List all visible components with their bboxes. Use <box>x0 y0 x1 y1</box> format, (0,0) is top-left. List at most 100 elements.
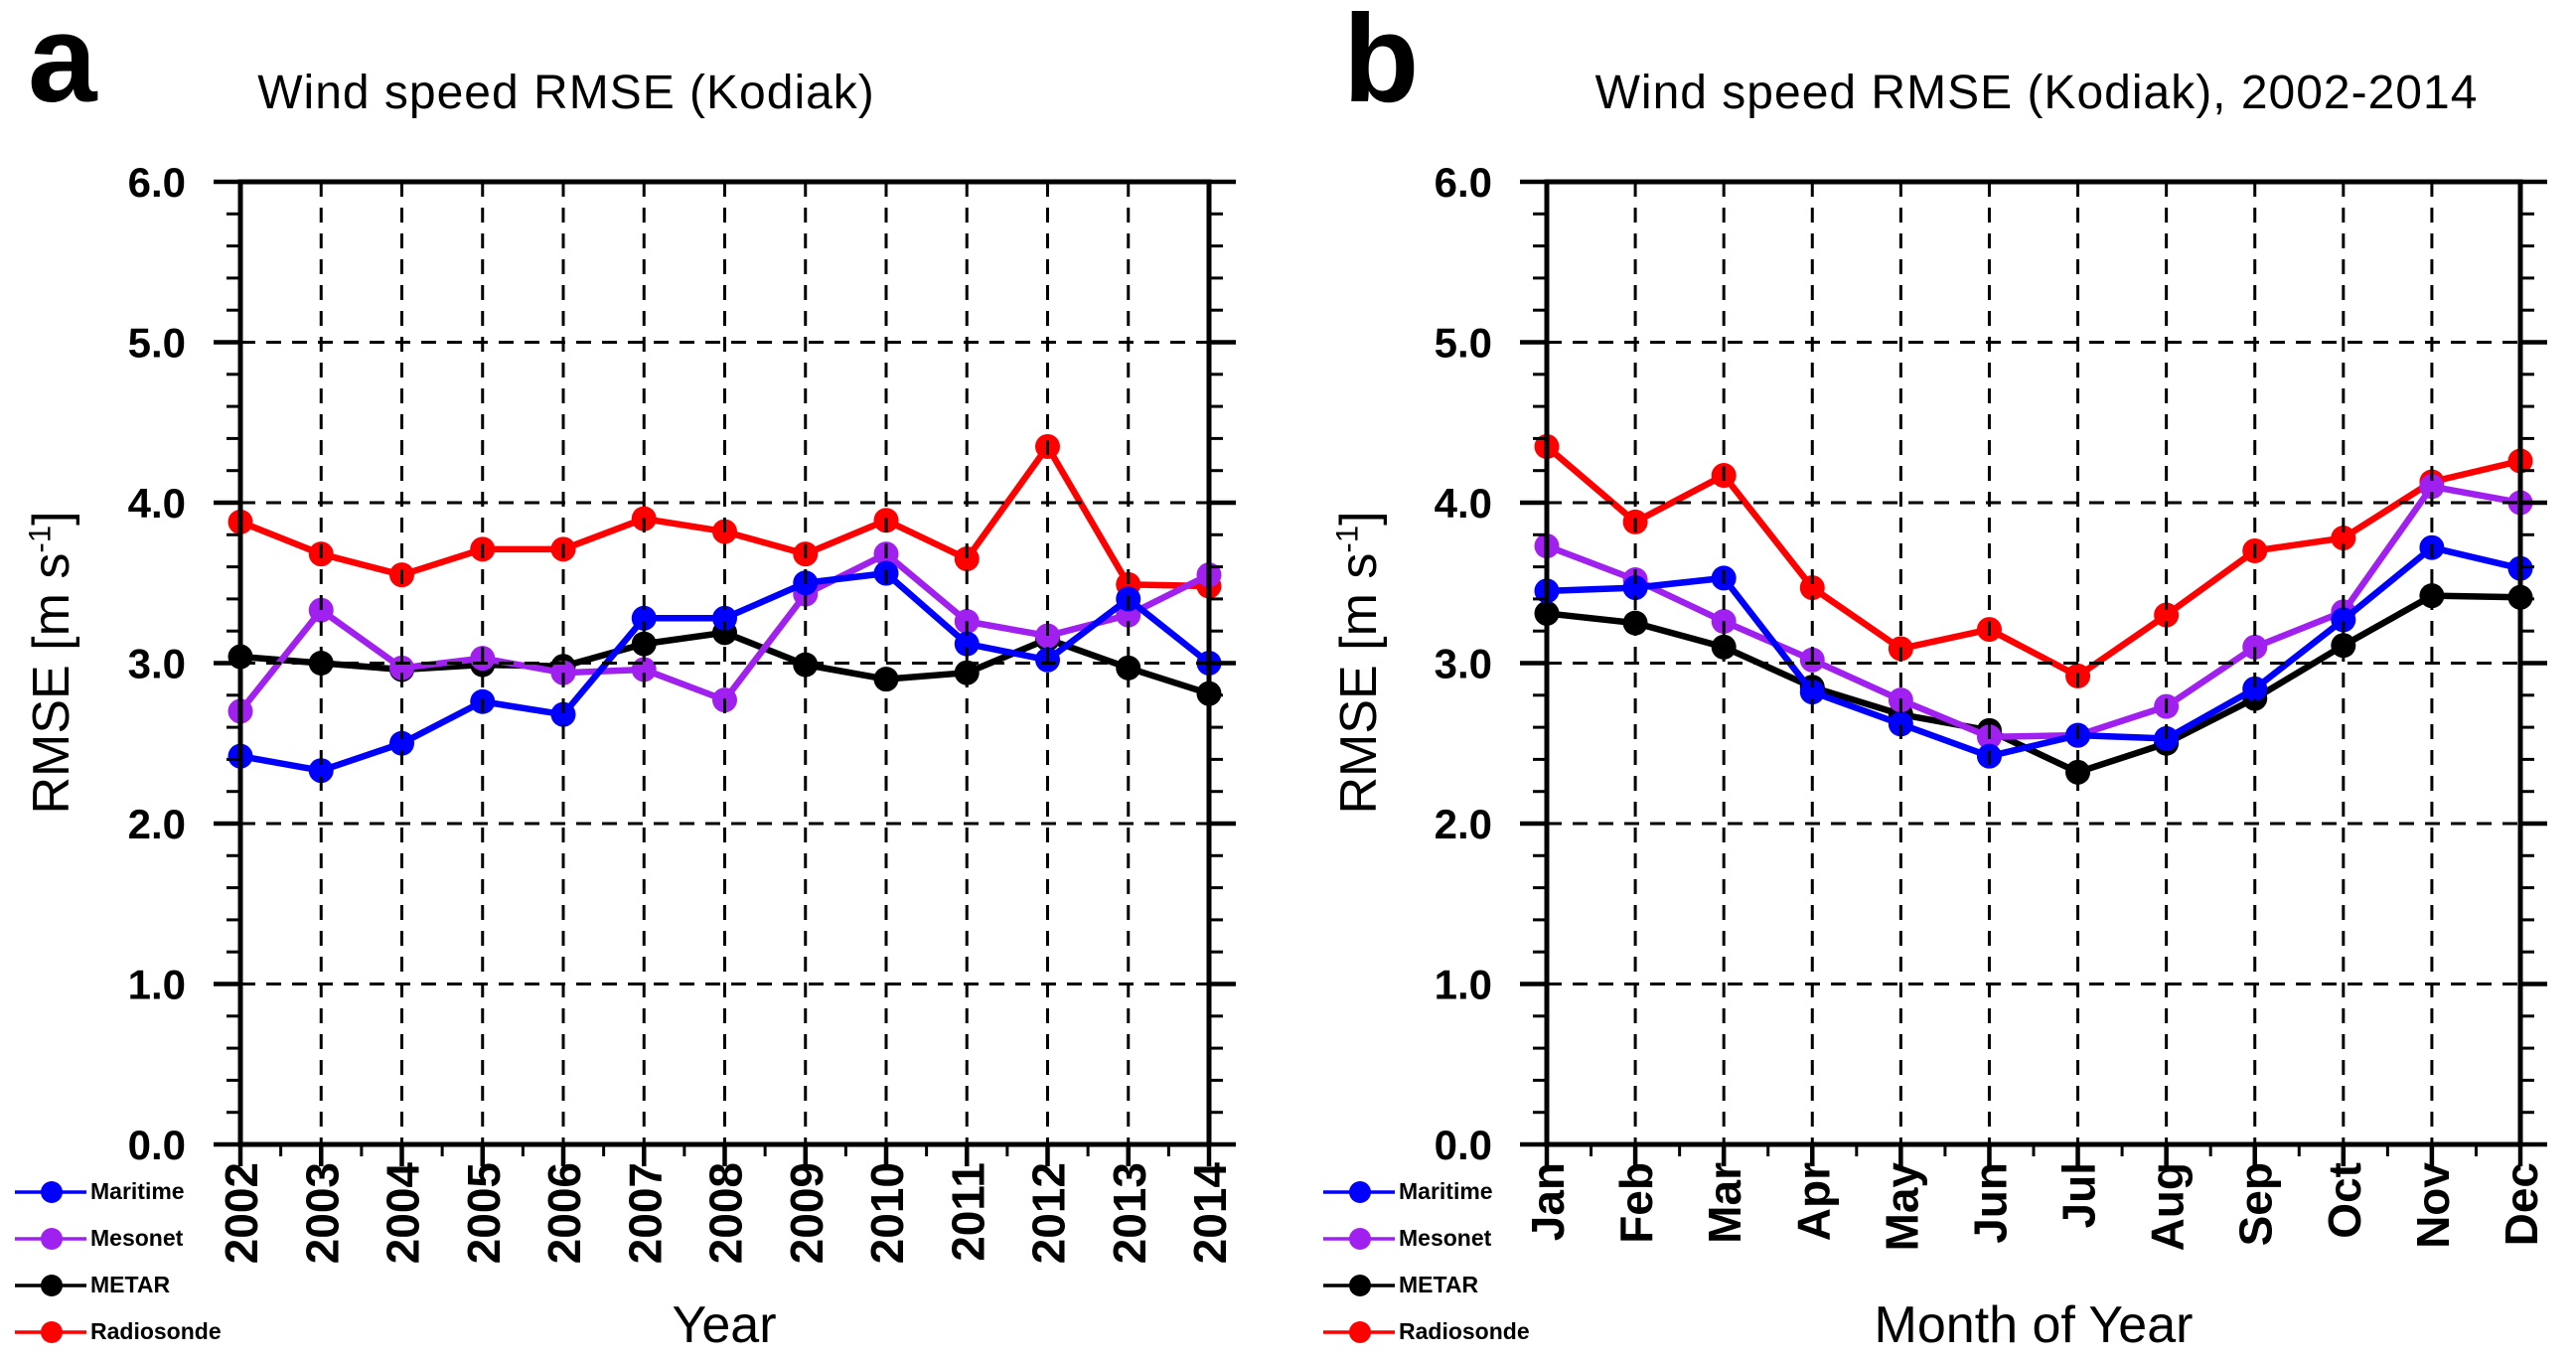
ylabel-text: RMSE [m s <box>1330 552 1388 815</box>
legend-label: Mesonet <box>90 1225 184 1251</box>
data-point-mesonet-Nov <box>2419 474 2445 500</box>
legend-marker-maritime <box>1323 1180 1395 1203</box>
legend-dot <box>41 1320 63 1343</box>
legend-item-radiosonde: Radiosonde <box>15 1308 222 1355</box>
legend-dot <box>41 1274 63 1296</box>
x-tick-label: Mar <box>1699 1162 1750 1244</box>
legend-marker-metar <box>15 1274 86 1296</box>
x-tick-label: 2007 <box>619 1162 671 1264</box>
series-line-metar <box>1546 592 2521 776</box>
y-tick-label: 6.0 <box>128 159 186 206</box>
x-tick-label: 2008 <box>700 1162 752 1264</box>
data-point-metar-Jul <box>2065 759 2091 785</box>
y-tick-label: 5.0 <box>1435 320 1492 367</box>
x-tick-label: Jun <box>1964 1162 2016 1244</box>
x-tick-label: Oct <box>2319 1162 2370 1239</box>
panel-a-x-axis-label: Year <box>672 1296 777 1354</box>
ylabel-superscript: -1 <box>22 525 58 553</box>
ylabel-superscript: -1 <box>1329 525 1365 553</box>
data-point-maritime-2006 <box>550 701 576 727</box>
data-point-maritime-2008 <box>712 605 737 631</box>
data-point-radiosonde-2011 <box>954 546 980 572</box>
panel-a-y-axis-label: RMSE [m s-1] <box>22 511 81 814</box>
legend-marker-mesonet <box>1323 1227 1395 1250</box>
y-tick-label: 2.0 <box>128 801 186 847</box>
y-tick-label: 4.0 <box>128 480 186 527</box>
x-tick-label: May <box>1876 1162 1927 1252</box>
panel-b-letter: b <box>1343 0 1420 128</box>
data-point-metar-Oct <box>2331 633 2356 659</box>
legend-dot <box>41 1180 63 1203</box>
y-tick-label: 1.0 <box>128 962 186 1008</box>
x-tick-label: Apr <box>1787 1162 1839 1241</box>
legend-item-mesonet: Mesonet <box>15 1215 222 1262</box>
data-point-maritime-May <box>1888 711 1913 737</box>
x-tick-label: Jul <box>2053 1162 2105 1228</box>
data-point-metar-2007 <box>631 631 657 657</box>
series-line-radiosonde <box>1544 444 2521 680</box>
panel-b-x-axis-label: Month of Year <box>1874 1296 2194 1354</box>
legend-dot <box>41 1227 63 1250</box>
legend-item-metar: METAR <box>1323 1262 1530 1308</box>
x-tick-label: 2011 <box>942 1162 993 1262</box>
data-point-maritime-2004 <box>389 730 414 756</box>
legend-item-metar: METAR <box>15 1262 222 1308</box>
data-point-mesonet-2012 <box>1035 623 1060 649</box>
legend-label: Mesonet <box>1399 1225 1492 1251</box>
x-tick-label: 2013 <box>1104 1162 1155 1264</box>
legend-label: Maritime <box>1399 1178 1493 1204</box>
legend-dot <box>1349 1227 1371 1250</box>
y-tick-label: 5.0 <box>128 320 186 367</box>
x-tick-label: 2006 <box>538 1162 590 1264</box>
data-point-radiosonde-Aug <box>2154 602 2180 628</box>
x-tick-label: 2014 <box>1184 1162 1236 1265</box>
legend-item-maritime: Maritime <box>15 1168 222 1215</box>
y-tick-label: 6.0 <box>1435 159 1492 206</box>
x-tick-label: Aug <box>2142 1162 2194 1251</box>
y-tick-label: 2.0 <box>1435 801 1492 847</box>
data-point-maritime-Oct <box>2331 607 2356 633</box>
panel-a-title: Wind speed RMSE (Kodiak) <box>257 67 875 119</box>
data-point-maritime-Sep <box>2242 676 2268 701</box>
panel-a-legend: Maritime Mesonet METAR Radiosonde <box>15 1168 222 1355</box>
x-tick-label: 2003 <box>296 1162 348 1264</box>
legend-marker-maritime <box>15 1180 86 1203</box>
panel-b-title: Wind speed RMSE (Kodiak), 2002-2014 <box>1594 67 2479 119</box>
data-point-radiosonde-Apr <box>1799 575 1825 601</box>
data-point-mesonet-2003 <box>308 597 334 623</box>
legend-label: METAR <box>90 1272 171 1297</box>
series-line-mesonet <box>1545 483 2521 741</box>
plot-frame <box>237 179 1212 1147</box>
legend-dot <box>1349 1274 1371 1296</box>
x-tick-label: 2012 <box>1023 1162 1075 1264</box>
x-tick-label: Nov <box>2407 1162 2459 1249</box>
legend-marker-radiosonde <box>1323 1320 1395 1343</box>
data-point-maritime-2011 <box>954 631 980 657</box>
y-tick-label: 3.0 <box>1435 641 1492 687</box>
x-tick-label: Feb <box>1610 1162 1662 1244</box>
legend-marker-metar <box>1323 1274 1395 1296</box>
data-point-maritime-2003 <box>308 758 334 784</box>
data-point-metar-2009 <box>793 652 819 678</box>
y-tick-label: 3.0 <box>128 641 186 687</box>
x-tick-label: Dec <box>2496 1162 2547 1246</box>
x-tick-label: Sep <box>2230 1162 2282 1246</box>
panel-a-letter: a <box>28 0 97 128</box>
data-point-maritime-Apr <box>1799 680 1825 705</box>
ylabel-bracket: ] <box>1330 511 1388 526</box>
panel-b-legend: Maritime Mesonet METAR Radiosonde <box>1323 1168 1530 1355</box>
legend-label: METAR <box>1399 1272 1479 1297</box>
legend-dot <box>1349 1180 1371 1203</box>
legend-item-maritime: Maritime <box>1323 1168 1530 1215</box>
data-point-radiosonde-Oct <box>2331 526 2356 551</box>
x-tick-label: 2009 <box>781 1162 833 1264</box>
y-tick-label: 0.0 <box>128 1122 186 1168</box>
data-point-maritime-Feb <box>1622 575 1648 601</box>
legend-marker-radiosonde <box>15 1320 86 1343</box>
panel-b-y-axis-label: RMSE [m s-1] <box>1329 511 1389 814</box>
y-tick-label: 0.0 <box>1435 1122 1492 1168</box>
legend-item-mesonet: Mesonet <box>1323 1215 1530 1262</box>
x-tick-label: 2002 <box>216 1162 267 1264</box>
legend-label: Radiosonde <box>1399 1318 1530 1344</box>
